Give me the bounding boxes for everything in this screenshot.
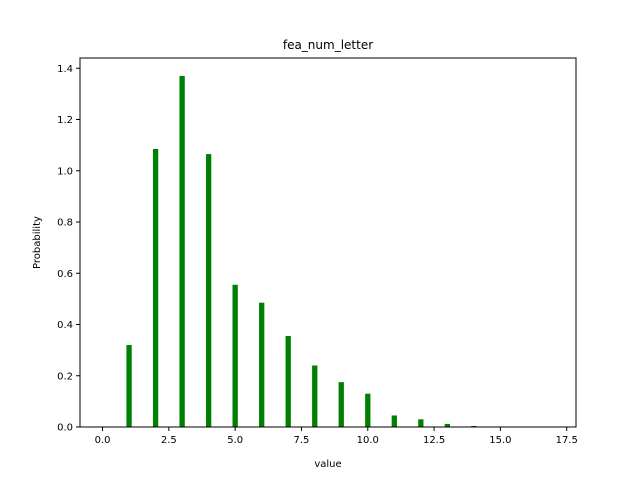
y-tick-label: 0.4 [57, 320, 73, 331]
x-axis-title: value [314, 459, 341, 470]
y-tick-label: 1.2 [57, 115, 73, 126]
chart-title: fea_num_letter [283, 38, 373, 52]
y-tick-label: 0.2 [57, 371, 73, 382]
x-tick-label: 17.5 [556, 435, 578, 446]
bar-value-3 [179, 75, 185, 427]
y-tick-label: 0.8 [57, 218, 73, 229]
x-tick-label: 5.0 [227, 435, 243, 446]
bar-value-13 [444, 423, 451, 427]
bar-value-14 [471, 425, 477, 427]
y-tick-label: 0.0 [57, 423, 73, 434]
bar-value-5 [232, 284, 238, 427]
x-axis: 0.0 2.5 5.0 7.5 10.0 12.5 15.0 17.5 [95, 427, 578, 446]
bar-value-1 [126, 345, 132, 427]
x-tick-label: 0.0 [95, 435, 111, 446]
bar-value-11 [391, 415, 397, 427]
bar-value-9 [338, 382, 344, 427]
x-tick-label: 15.0 [489, 435, 511, 446]
bar-value-8 [312, 365, 318, 427]
y-axis: 0.0 0.2 0.4 0.6 0.8 1.0 1.2 1.4 [57, 64, 80, 434]
plot-frame [79, 57, 577, 428]
bar-value-10 [365, 393, 371, 427]
y-tick-label: 1.0 [57, 166, 73, 177]
x-tick-label: 10.0 [357, 435, 379, 446]
y-tick-label: 1.4 [57, 64, 73, 75]
bar-value-7 [285, 336, 291, 427]
bar-value-2 [152, 148, 159, 427]
x-tick-label: 7.5 [294, 435, 310, 446]
bars-layer [126, 75, 477, 427]
y-tick-label: 0.6 [57, 269, 73, 280]
y-axis-title: Probability [32, 216, 43, 269]
bar-value-4 [205, 154, 212, 427]
bar-value-6 [259, 302, 265, 427]
x-tick-label: 2.5 [161, 435, 177, 446]
bar-value-12 [418, 419, 424, 427]
x-tick-label: 12.5 [423, 435, 445, 446]
